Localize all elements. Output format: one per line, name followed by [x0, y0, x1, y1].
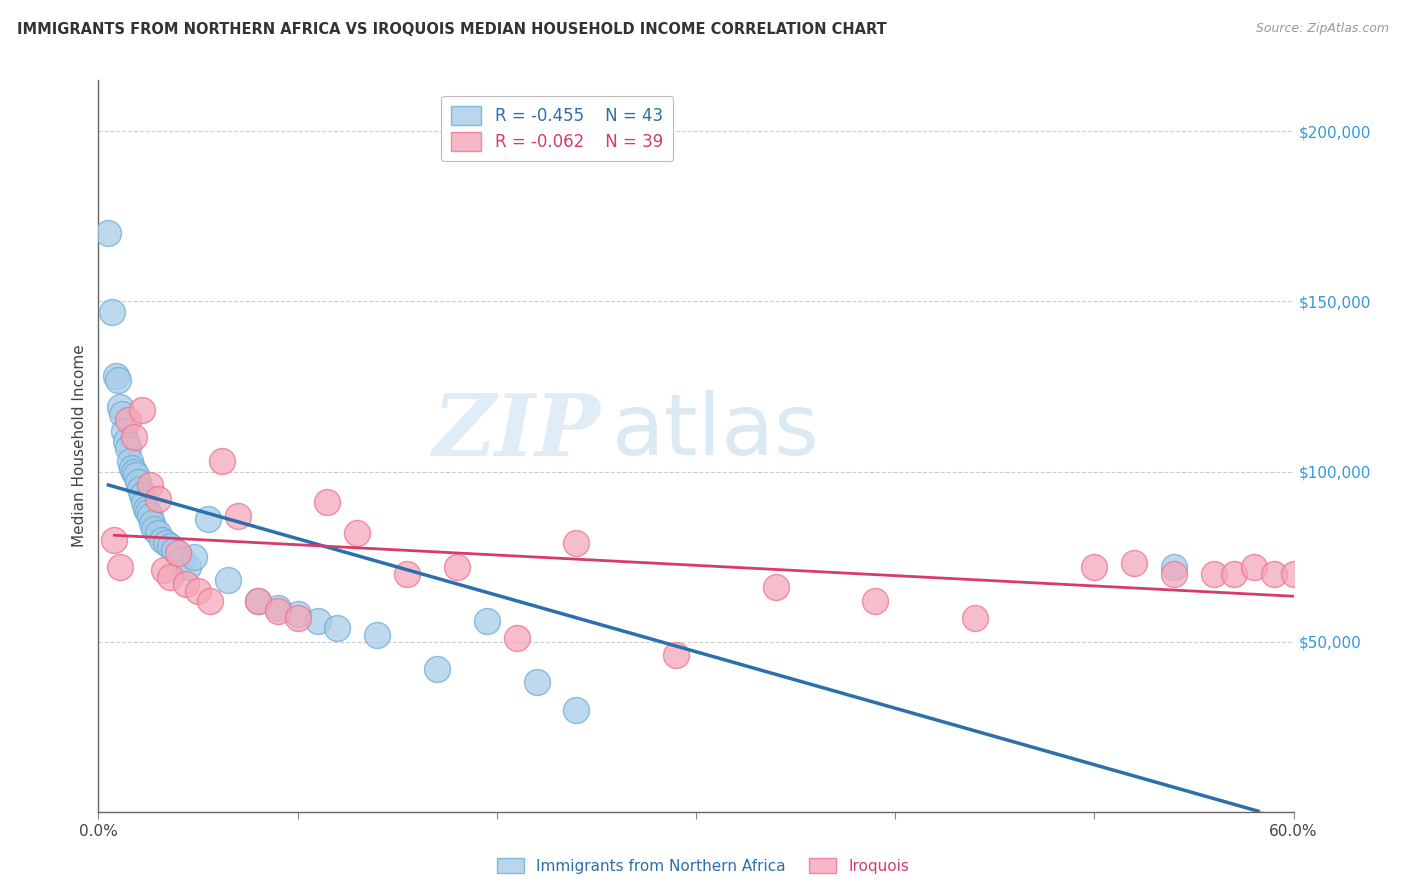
Point — [136, 505, 159, 519]
Point — [346, 525, 368, 540]
Point — [1163, 566, 1185, 581]
Point — [159, 570, 181, 584]
Point — [153, 563, 176, 577]
Legend: Immigrants from Northern Africa, Iroquois: Immigrants from Northern Africa, Iroquoi… — [491, 852, 915, 880]
Point — [131, 488, 153, 502]
Point — [183, 549, 205, 564]
Point — [446, 559, 468, 574]
Point — [246, 594, 269, 608]
Point — [150, 533, 173, 547]
Point — [1163, 559, 1185, 574]
Point — [396, 566, 419, 581]
Point — [246, 594, 269, 608]
Text: Source: ZipAtlas.com: Source: ZipAtlas.com — [1256, 22, 1389, 36]
Point — [1243, 559, 1265, 574]
Point — [107, 373, 129, 387]
Point — [112, 424, 135, 438]
Point — [163, 542, 186, 557]
Text: IMMIGRANTS FROM NORTHERN AFRICA VS IROQUOIS MEDIAN HOUSEHOLD INCOME CORRELATION : IMMIGRANTS FROM NORTHERN AFRICA VS IROQU… — [17, 22, 887, 37]
Point — [287, 611, 309, 625]
Point — [1343, 648, 1365, 663]
Point — [217, 574, 239, 588]
Legend: R = -0.455    N = 43, R = -0.062    N = 39: R = -0.455 N = 43, R = -0.062 N = 39 — [441, 96, 673, 161]
Point — [865, 594, 887, 608]
Point — [124, 465, 146, 479]
Point — [121, 461, 143, 475]
Point — [159, 540, 181, 554]
Point — [134, 495, 156, 509]
Point — [187, 583, 209, 598]
Point — [167, 546, 190, 560]
Point — [105, 369, 128, 384]
Point — [101, 304, 124, 318]
Point — [124, 430, 146, 444]
Point — [1322, 566, 1344, 581]
Point — [197, 512, 219, 526]
Point — [326, 621, 349, 635]
Point — [316, 495, 339, 509]
Point — [287, 607, 309, 622]
Point — [565, 536, 588, 550]
Point — [117, 413, 139, 427]
Point — [475, 614, 498, 628]
Point — [1263, 566, 1285, 581]
Point — [120, 454, 142, 468]
Point — [103, 533, 125, 547]
Point — [139, 508, 162, 523]
Point — [172, 553, 194, 567]
Point — [177, 559, 200, 574]
Point — [211, 454, 233, 468]
Point — [765, 580, 787, 594]
Text: ZIP: ZIP — [433, 390, 600, 473]
Point — [565, 703, 588, 717]
Point — [267, 604, 290, 618]
Point — [1223, 566, 1246, 581]
Point — [117, 441, 139, 455]
Point — [127, 475, 149, 489]
Point — [155, 536, 177, 550]
Point — [97, 227, 120, 241]
Point — [1282, 566, 1305, 581]
Point — [139, 478, 162, 492]
Point — [143, 522, 166, 536]
Point — [1202, 566, 1225, 581]
Point — [198, 594, 221, 608]
Point — [963, 611, 986, 625]
Point — [110, 400, 132, 414]
Point — [110, 559, 132, 574]
Point — [129, 482, 152, 496]
Y-axis label: Median Household Income: Median Household Income — [72, 344, 87, 548]
Point — [307, 614, 329, 628]
Point — [267, 600, 290, 615]
Point — [526, 675, 548, 690]
Point — [665, 648, 688, 663]
Point — [174, 576, 197, 591]
Point — [1083, 559, 1105, 574]
Point — [111, 407, 134, 421]
Point — [426, 662, 449, 676]
Text: atlas: atlas — [613, 390, 820, 473]
Point — [125, 467, 148, 482]
Point — [148, 491, 170, 506]
Point — [506, 631, 529, 645]
Point — [366, 628, 388, 642]
Point — [115, 434, 138, 448]
Point — [1123, 557, 1146, 571]
Point — [226, 508, 249, 523]
Point — [148, 525, 170, 540]
Point — [135, 502, 157, 516]
Point — [141, 516, 163, 530]
Point — [131, 403, 153, 417]
Point — [1302, 574, 1324, 588]
